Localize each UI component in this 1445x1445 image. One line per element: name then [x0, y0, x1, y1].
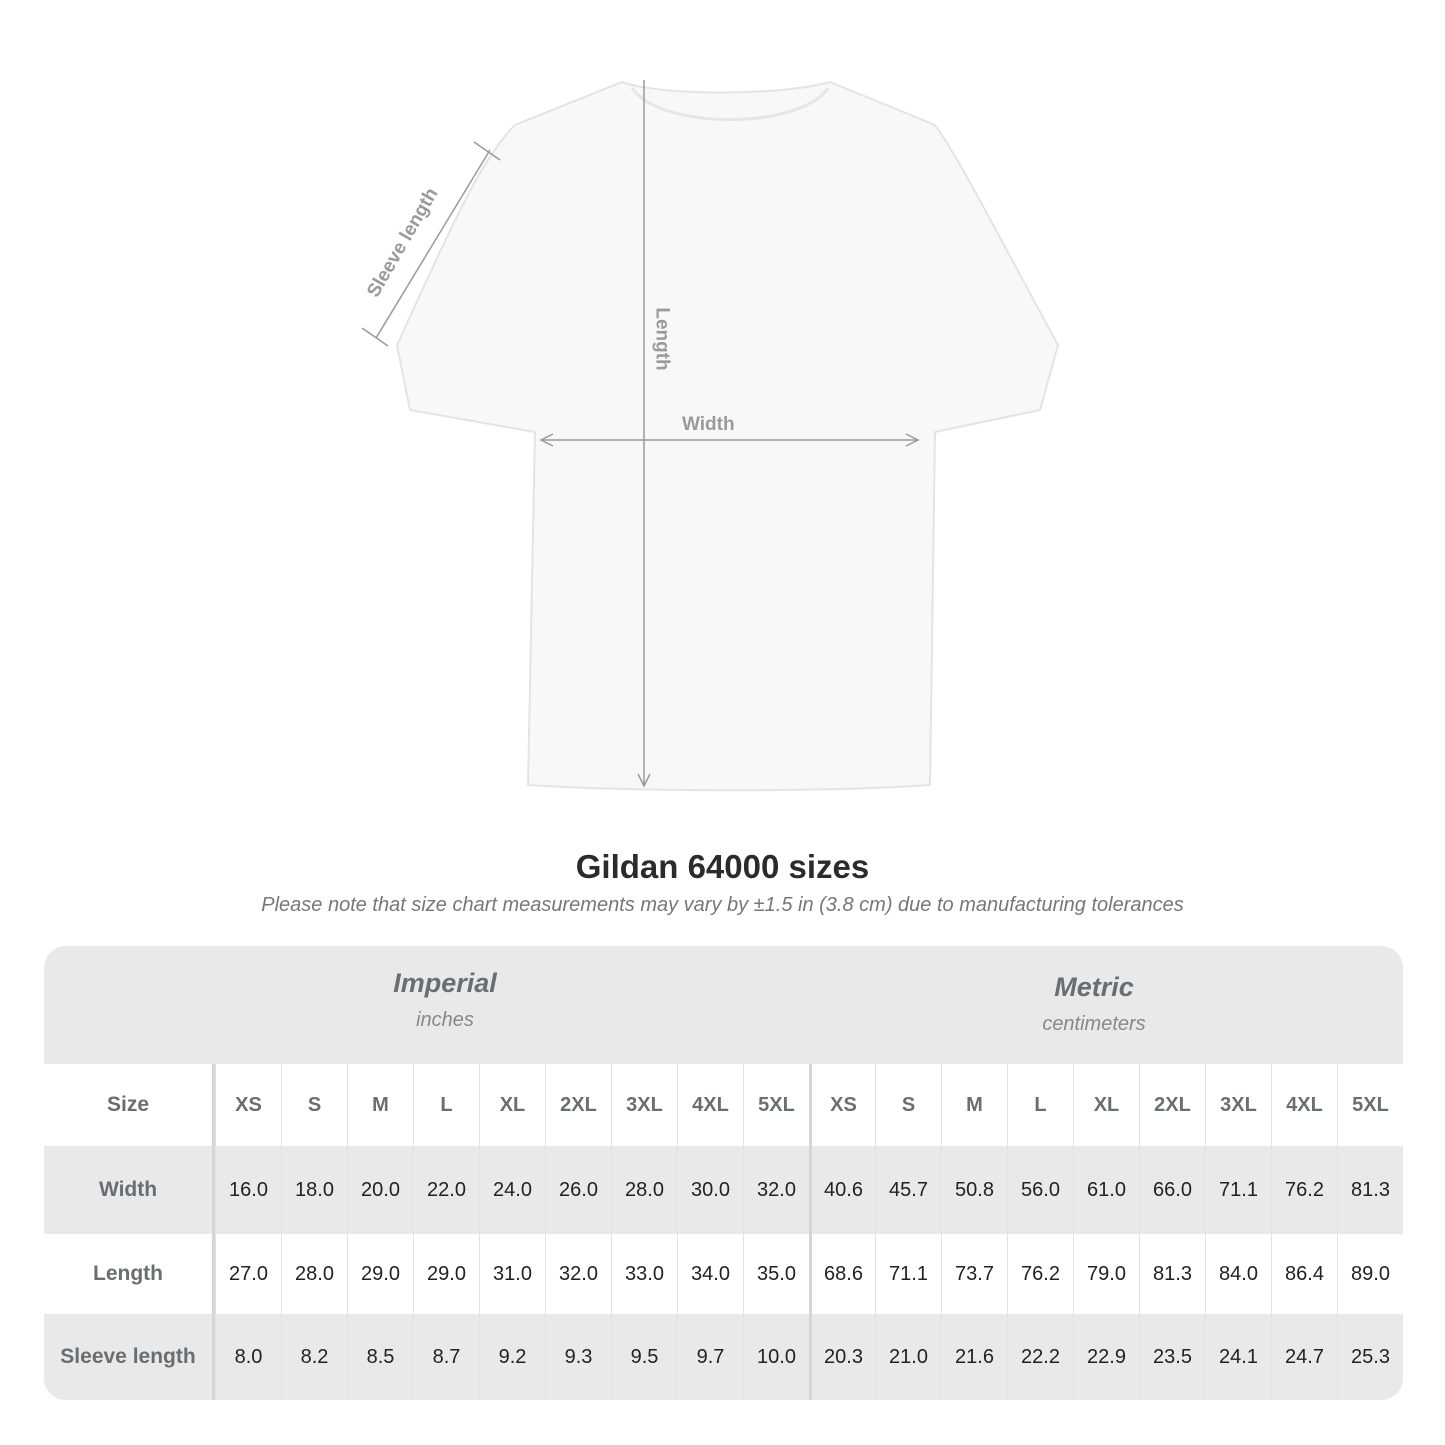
imperial-value-cell: 9.7 [677, 1314, 743, 1400]
metric-value-cell: 56.0 [1007, 1146, 1073, 1234]
metric-size-3xl: 3XL [1205, 1064, 1271, 1146]
metric-size-2xl: 2XL [1139, 1064, 1205, 1146]
imperial-size-s: S [281, 1064, 347, 1146]
imperial-value-cell: 33.0 [611, 1234, 677, 1314]
metric-value-cell: 84.0 [1205, 1234, 1271, 1314]
imperial-size-3xl: 3XL [611, 1064, 677, 1146]
imperial-value-cell: 31.0 [479, 1234, 545, 1314]
metric-value-cell: 22.2 [1007, 1314, 1073, 1400]
imperial-value-cell: 34.0 [677, 1234, 743, 1314]
metric-size-m: M [941, 1064, 1007, 1146]
imperial-value-cell: 9.2 [479, 1314, 545, 1400]
imperial-size-xl: XL [479, 1064, 545, 1146]
metric-value-cell: 40.6 [809, 1146, 875, 1234]
metric-value-cell: 25.3 [1337, 1314, 1403, 1400]
imperial-value-cell: 28.0 [611, 1146, 677, 1234]
length-label: Length [651, 307, 673, 371]
metric-size-5xl: 5XL [1337, 1064, 1403, 1146]
metric-value-cell: 86.4 [1271, 1234, 1337, 1314]
size-label: Size [44, 1064, 215, 1146]
table-row: Sleeve length 8.0 8.2 8.5 8.7 9.2 9.3 9.5 9.7 10.… [44, 1314, 1403, 1400]
metric-unit: centimeters [1042, 1013, 1146, 1035]
metric-value-cell: 71.1 [875, 1234, 941, 1314]
metric-value-cell: 21.6 [941, 1314, 1007, 1400]
sleeve-arrow [375, 149, 491, 339]
imperial-value-cell: 29.0 [413, 1234, 479, 1314]
row-label: Width [44, 1146, 215, 1234]
metric-value-cell: 89.0 [1337, 1234, 1403, 1314]
metric-value-cell: 61.0 [1073, 1146, 1139, 1234]
metric-value-cell: 66.0 [1139, 1146, 1205, 1234]
imperial-size-m: M [347, 1064, 413, 1146]
row-label: Length [44, 1234, 215, 1314]
imperial-value-cell: 8.0 [215, 1314, 281, 1400]
metric-value-cell: 76.2 [1007, 1234, 1073, 1314]
metric-value-cell: 81.3 [1337, 1146, 1403, 1234]
table-row: Length 27.0 28.0 29.0 29.0 31.0 32.0 33.0 34.0 35… [44, 1234, 1403, 1314]
imperial-value-cell: 29.0 [347, 1234, 413, 1314]
metric-size-xl: XL [1073, 1064, 1139, 1146]
imperial-size-2xl: 2XL [545, 1064, 611, 1146]
metric-size-s: S [875, 1064, 941, 1146]
table-row: Width 16.0 18.0 20.0 22.0 24.0 26.0 28.0 30.0 32.… [44, 1146, 1403, 1234]
imperial-value-cell: 18.0 [281, 1146, 347, 1234]
metric-value-cell: 79.0 [1073, 1234, 1139, 1314]
imperial-value-cell: 9.3 [545, 1314, 611, 1400]
imperial-value-cell: 35.0 [743, 1234, 809, 1314]
imperial-value-cell: 32.0 [743, 1146, 809, 1234]
imperial-unit: inches [416, 1009, 474, 1031]
imperial-size-l: L [413, 1064, 479, 1146]
imperial-value-cell: 10.0 [743, 1314, 809, 1400]
width-label: Width [682, 414, 735, 435]
metric-size-xs: XS [809, 1064, 875, 1146]
imperial-header: Imperial inches [215, 968, 675, 1086]
imperial-value-cell: 8.7 [413, 1314, 479, 1400]
metric-header: Metric centimeters [864, 972, 1324, 1090]
metric-value-cell: 24.1 [1205, 1314, 1271, 1400]
row-label: Sleeve length [44, 1314, 215, 1400]
tolerance-note: Please note that size chart measurements… [261, 894, 1184, 916]
tshirt-shape [395, 80, 1060, 792]
metric-value-cell: 76.2 [1271, 1146, 1337, 1234]
metric-value-cell: 71.1 [1205, 1146, 1271, 1234]
size-grid: Size XS S M L XL 2XL 3XL 4XL 5XL XS S M L XL 2XL 3XL 4XL 5… [44, 1064, 1403, 1400]
imperial-value-cell: 24.0 [479, 1146, 545, 1234]
size-header-row: Size XS S M L XL 2XL 3XL 4XL 5XL XS S M L XL 2XL 3XL 4XL 5… [44, 1064, 1403, 1146]
metric-size-4xl: 4XL [1271, 1064, 1337, 1146]
imperial-size-4xl: 4XL [677, 1064, 743, 1146]
metric-value-cell: 45.7 [875, 1146, 941, 1234]
imperial-value-cell: 8.2 [281, 1314, 347, 1400]
imperial-heading: Imperial [393, 968, 497, 998]
metric-value-cell: 81.3 [1139, 1234, 1205, 1314]
imperial-value-cell: 32.0 [545, 1234, 611, 1314]
page-title: Gildan 64000 sizes [575, 848, 870, 885]
metric-value-cell: 21.0 [875, 1314, 941, 1400]
metric-value-cell: 24.7 [1271, 1314, 1337, 1400]
tshirt-diagram [361, 80, 1060, 792]
metric-value-cell: 20.3 [809, 1314, 875, 1400]
imperial-value-cell: 16.0 [215, 1146, 281, 1234]
metric-value-cell: 22.9 [1073, 1314, 1139, 1400]
imperial-value-cell: 28.0 [281, 1234, 347, 1314]
metric-heading: Metric [1054, 972, 1134, 1002]
imperial-value-cell: 27.0 [215, 1234, 281, 1314]
imperial-value-cell: 9.5 [611, 1314, 677, 1400]
imperial-size-5xl: 5XL [743, 1064, 809, 1146]
size-table: Imperial inches Metric centimeters Size X… [44, 946, 1403, 1400]
imperial-value-cell: 22.0 [413, 1146, 479, 1234]
imperial-size-xs: XS [215, 1064, 281, 1146]
imperial-value-cell: 30.0 [677, 1146, 743, 1234]
collar [630, 87, 830, 121]
imperial-value-cell: 8.5 [347, 1314, 413, 1400]
imperial-value-cell: 26.0 [545, 1146, 611, 1234]
imperial-value-cell: 20.0 [347, 1146, 413, 1234]
metric-value-cell: 50.8 [941, 1146, 1007, 1234]
metric-value-cell: 68.6 [809, 1234, 875, 1314]
metric-size-l: L [1007, 1064, 1073, 1146]
metric-value-cell: 73.7 [941, 1234, 1007, 1314]
metric-value-cell: 23.5 [1139, 1314, 1205, 1400]
